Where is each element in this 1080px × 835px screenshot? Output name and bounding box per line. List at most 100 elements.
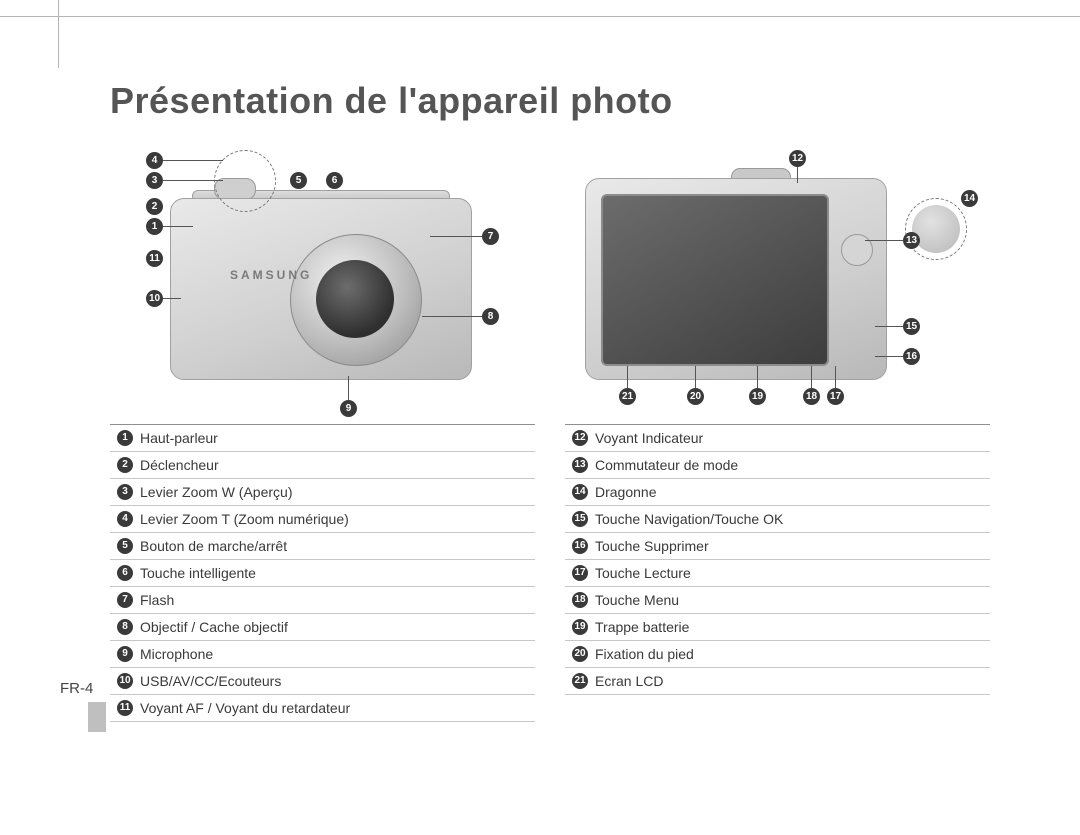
callout-number: 7 — [482, 228, 499, 245]
leader-line — [163, 298, 181, 299]
legend-row: 5Bouton de marche/arrêt — [110, 533, 535, 560]
leader-line — [163, 180, 223, 181]
legend-row-number: 21 — [565, 673, 595, 689]
legend-row: 4Levier Zoom T (Zoom numérique) — [110, 506, 535, 533]
lcd-screen-shape — [601, 194, 829, 366]
legend-row-label: Touche intelligente — [140, 565, 535, 581]
leader-line — [430, 236, 482, 237]
legend-row: 6Touche intelligente — [110, 560, 535, 587]
legend-row-number: 8 — [110, 619, 140, 635]
callout-number: 5 — [290, 172, 307, 189]
legend-row: 20Fixation du pied — [565, 641, 990, 668]
legend-row-number: 13 — [565, 457, 595, 473]
callout-number: 19 — [749, 388, 766, 405]
camera-back-figure: 12 14 13 15 16 17 18 19 20 21 — [565, 138, 990, 418]
leader-line — [163, 160, 223, 161]
legend-row-number: 10 — [110, 673, 140, 689]
manual-page: Présentation de l'appareil photo SAMSUNG… — [110, 80, 990, 722]
legend-row-label: Levier Zoom W (Aperçu) — [140, 484, 535, 500]
page-number: FR-4 — [60, 680, 93, 697]
legend-tables: 1Haut-parleur2Déclencheur3Levier Zoom W … — [110, 424, 990, 722]
legend-row-label: Voyant Indicateur — [595, 430, 990, 446]
legend-row-number: 11 — [110, 700, 140, 716]
leader-line — [422, 316, 482, 317]
legend-row-number: 1 — [110, 430, 140, 446]
page-tab-marker — [88, 702, 106, 732]
callout-number: 17 — [827, 388, 844, 405]
detail-zoom-circle — [214, 150, 276, 212]
callout-number: 6 — [326, 172, 343, 189]
legend-row: 8Objectif / Cache objectif — [110, 614, 535, 641]
legend-row-number: 17 — [565, 565, 595, 581]
camera-front-figure: SAMSUNG 4356217111089 — [110, 138, 535, 418]
detail-zoom-circle-strap — [905, 198, 967, 260]
leader-line — [627, 366, 628, 388]
callout-number: 8 — [482, 308, 499, 325]
callout-number: 13 — [903, 232, 920, 249]
legend-row: 14Dragonne — [565, 479, 990, 506]
legend-row-number: 7 — [110, 592, 140, 608]
legend-row-number: 6 — [110, 565, 140, 581]
leader-line — [875, 356, 903, 357]
legend-row-label: Déclencheur — [140, 457, 535, 473]
legend-row-label: USB/AV/CC/Ecouteurs — [140, 673, 535, 689]
legend-row-label: Dragonne — [595, 484, 990, 500]
page-title: Présentation de l'appareil photo — [110, 80, 990, 122]
legend-row: 1Haut-parleur — [110, 425, 535, 452]
legend-table-right: 12Voyant Indicateur13Commutateur de mode… — [565, 424, 990, 722]
callout-number: 15 — [903, 318, 920, 335]
legend-row-label: Touche Navigation/Touche OK — [595, 511, 990, 527]
legend-row: 17Touche Lecture — [565, 560, 990, 587]
brand-label: SAMSUNG — [230, 268, 312, 282]
legend-row: 16Touche Supprimer — [565, 533, 990, 560]
legend-row-label: Commutateur de mode — [595, 457, 990, 473]
callout-number: 1 — [146, 218, 163, 235]
legend-row: 10USB/AV/CC/Ecouteurs — [110, 668, 535, 695]
strap-detail — [912, 205, 960, 253]
callout-number: 16 — [903, 348, 920, 365]
legend-row-label: Flash — [140, 592, 535, 608]
legend-row-number: 19 — [565, 619, 595, 635]
legend-row-label: Voyant AF / Voyant du retardateur — [140, 700, 535, 716]
callout-number: 2 — [146, 198, 163, 215]
leader-line — [875, 326, 903, 327]
legend-row-number: 20 — [565, 646, 595, 662]
legend-row: 21Ecran LCD — [565, 668, 990, 695]
callout-number: 21 — [619, 388, 636, 405]
callout-number: 12 — [789, 150, 806, 167]
leader-line — [163, 226, 193, 227]
control-column — [835, 194, 879, 362]
leader-line — [835, 366, 836, 388]
legend-row: 13Commutateur de mode — [565, 452, 990, 479]
legend-row: 19Trappe batterie — [565, 614, 990, 641]
legend-table-left: 1Haut-parleur2Déclencheur3Levier Zoom W … — [110, 424, 535, 722]
leader-line — [811, 366, 812, 388]
callout-number: 11 — [146, 250, 163, 267]
legend-row-label: Ecran LCD — [595, 673, 990, 689]
legend-row: 3Levier Zoom W (Aperçu) — [110, 479, 535, 506]
legend-row-label: Microphone — [140, 646, 535, 662]
legend-row-number: 12 — [565, 430, 595, 446]
legend-row: 18Touche Menu — [565, 587, 990, 614]
legend-row-label: Levier Zoom T (Zoom numérique) — [140, 511, 535, 527]
legend-row-label: Objectif / Cache objectif — [140, 619, 535, 635]
callout-number: 14 — [961, 190, 978, 207]
callout-number: 4 — [146, 152, 163, 169]
legend-row-number: 5 — [110, 538, 140, 554]
lens-glass — [316, 260, 394, 338]
legend-row-label: Haut-parleur — [140, 430, 535, 446]
leader-line — [695, 366, 696, 388]
legend-row-number: 9 — [110, 646, 140, 662]
legend-row-label: Touche Menu — [595, 592, 990, 608]
legend-row-number: 3 — [110, 484, 140, 500]
legend-row: 2Déclencheur — [110, 452, 535, 479]
crop-mark-top — [0, 0, 1080, 17]
legend-row-label: Fixation du pied — [595, 646, 990, 662]
navigation-pad-shape — [841, 234, 873, 266]
legend-row: 15Touche Navigation/Touche OK — [565, 506, 990, 533]
legend-row-number: 16 — [565, 538, 595, 554]
callout-number: 18 — [803, 388, 820, 405]
callout-number: 20 — [687, 388, 704, 405]
legend-row: 12Voyant Indicateur — [565, 425, 990, 452]
legend-row-label: Touche Supprimer — [595, 538, 990, 554]
